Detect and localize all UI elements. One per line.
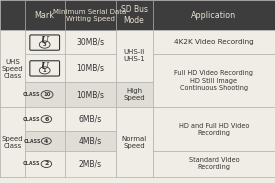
Text: CLASS: CLASS [23, 139, 41, 144]
Bar [153, 107, 275, 151]
Text: 30MB/s: 30MB/s [76, 38, 104, 47]
Bar [0, 131, 25, 151]
Text: Minimum Serial Data
Writing Speed: Minimum Serial Data Writing Speed [53, 9, 127, 22]
Bar [0, 30, 25, 107]
Text: 2: 2 [44, 161, 49, 167]
Bar [0, 82, 25, 107]
Text: 4MB/s: 4MB/s [78, 137, 102, 146]
Text: 4: 4 [44, 139, 48, 144]
Bar [116, 54, 153, 82]
Bar [116, 82, 153, 107]
Text: High
Speed: High Speed [123, 88, 145, 101]
Bar [0, 151, 25, 177]
Text: HD and Full HD Video
Recording: HD and Full HD Video Recording [179, 123, 249, 136]
Bar [0, 54, 25, 82]
Text: U: U [41, 62, 49, 71]
Text: Mark: Mark [35, 11, 55, 20]
Bar [116, 131, 153, 151]
Bar [0, 107, 25, 177]
Text: CLASS: CLASS [23, 117, 40, 122]
Bar [116, 107, 153, 177]
Bar [116, 30, 153, 54]
Bar [153, 107, 275, 131]
Bar [25, 30, 65, 54]
Bar [153, 151, 275, 177]
Bar [116, 82, 153, 107]
Bar [65, 107, 116, 131]
Text: CLASS: CLASS [23, 161, 40, 167]
Text: 1: 1 [43, 68, 46, 73]
Bar [153, 30, 275, 54]
Bar [0, 30, 25, 54]
Bar [25, 0, 65, 30]
Text: Normal
Speed: Normal Speed [122, 135, 147, 149]
Bar [153, 82, 275, 107]
Text: CLASS: CLASS [23, 92, 40, 97]
Bar [116, 30, 153, 82]
Text: Full HD Video Recording
HD Still Image
Continuous Shooting: Full HD Video Recording HD Still Image C… [174, 70, 253, 91]
Text: 10MB/s: 10MB/s [76, 64, 104, 73]
Bar [0, 107, 25, 131]
Bar [25, 82, 65, 107]
Bar [25, 54, 65, 82]
Bar [65, 54, 116, 82]
Bar [116, 151, 153, 177]
Bar [0, 0, 25, 30]
Bar [153, 131, 275, 151]
Bar [65, 82, 116, 107]
Bar [153, 54, 275, 107]
Text: UHS-II
UHS-1: UHS-II UHS-1 [123, 49, 145, 63]
Bar [153, 54, 275, 82]
Text: 3: 3 [43, 42, 46, 47]
Text: U: U [41, 36, 49, 46]
Bar [65, 0, 116, 30]
Text: 4K2K Video Recording: 4K2K Video Recording [174, 39, 254, 45]
Bar [65, 151, 116, 177]
Text: Application: Application [191, 11, 236, 20]
Bar [153, 30, 275, 54]
Bar [25, 107, 65, 131]
Text: 10MB/s: 10MB/s [76, 90, 104, 99]
Bar [25, 151, 65, 177]
Bar [65, 131, 116, 151]
Text: 2MB/s: 2MB/s [78, 159, 102, 169]
Text: 6: 6 [44, 117, 49, 122]
Text: Speed
Class: Speed Class [2, 135, 23, 149]
Text: SD Bus
Mode: SD Bus Mode [120, 5, 148, 25]
Text: 10: 10 [43, 92, 51, 97]
Bar [65, 30, 116, 54]
Bar [153, 151, 275, 177]
Bar [25, 131, 65, 151]
Bar [116, 107, 153, 131]
Text: Standard Video
Recording: Standard Video Recording [188, 157, 239, 171]
Bar [116, 0, 153, 30]
Bar [153, 0, 275, 30]
Text: UHS
Speed
Class: UHS Speed Class [2, 59, 23, 79]
Text: 6MB/s: 6MB/s [78, 115, 102, 124]
